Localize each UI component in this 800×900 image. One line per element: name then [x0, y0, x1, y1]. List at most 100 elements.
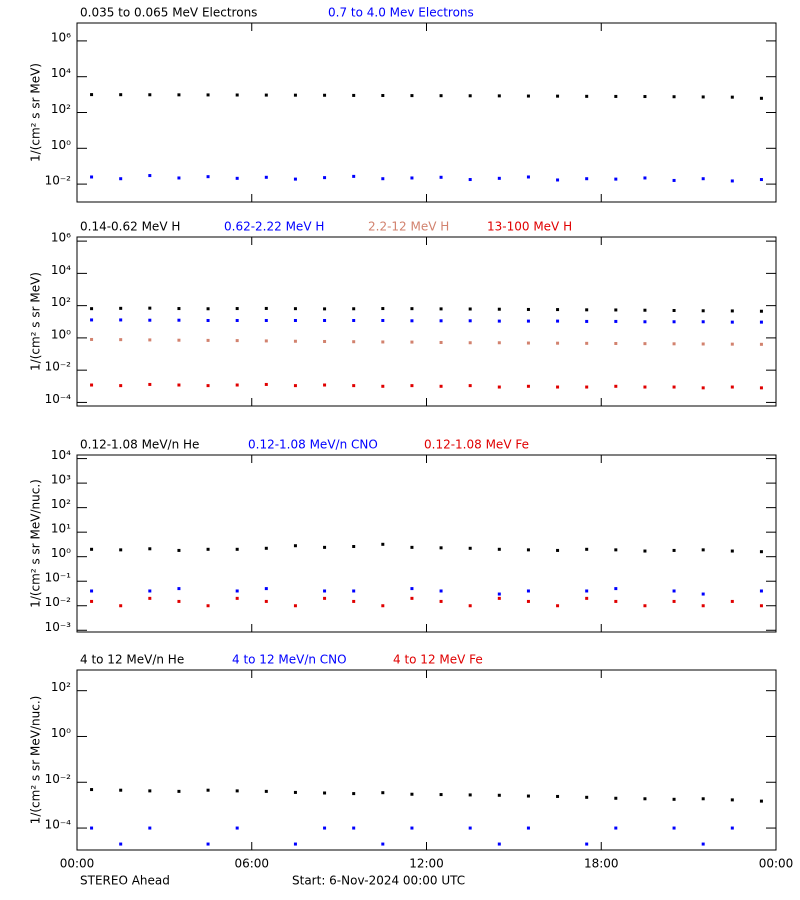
data-point [526, 384, 530, 388]
data-point [497, 793, 501, 797]
data-point [759, 589, 763, 593]
data-point [730, 95, 734, 99]
data-point [701, 309, 705, 313]
legend-label: 0.7 to 4.0 Mev Electrons [328, 6, 474, 20]
data-point [701, 95, 705, 99]
data-point [643, 549, 647, 553]
legend-label: 0.14-0.62 MeV H [80, 220, 180, 234]
data-point [148, 547, 152, 551]
data-point [90, 599, 94, 603]
data-point [701, 177, 705, 181]
data-point [90, 175, 94, 179]
data-point [323, 826, 327, 830]
data-point [352, 318, 356, 322]
data-point [730, 826, 734, 830]
data-point [148, 93, 152, 97]
data-point [556, 308, 560, 312]
data-point [643, 176, 647, 180]
data-point [759, 604, 763, 608]
y-tick-label: 10² [51, 497, 71, 511]
data-point [701, 592, 705, 596]
y-tick-label: 10⁴ [51, 448, 71, 462]
data-point [643, 604, 647, 608]
data-point [730, 385, 734, 389]
data-point [410, 792, 414, 796]
data-point [352, 93, 356, 97]
data-point [148, 382, 152, 386]
data-point [672, 589, 676, 593]
legend-label: 0.12-1.08 MeV/n CNO [248, 438, 378, 452]
data-point [119, 604, 123, 608]
data-point [497, 592, 501, 596]
data-point [352, 599, 356, 603]
data-point [497, 596, 501, 600]
y-tick-label: 10¹ [51, 522, 71, 536]
y-tick-label: 10⁰ [51, 327, 71, 341]
data-point [759, 386, 763, 390]
y-tick-label: 10⁴ [51, 66, 71, 80]
data-point [497, 341, 501, 345]
data-point [293, 544, 297, 548]
data-point [206, 318, 210, 322]
x-tick-label: 18:00 [584, 857, 619, 871]
data-point [323, 93, 327, 97]
data-point [759, 342, 763, 346]
data-point [235, 547, 239, 551]
data-point [701, 342, 705, 346]
data-point [556, 794, 560, 798]
data-point [293, 339, 297, 343]
data-point [264, 382, 268, 386]
data-point [323, 596, 327, 600]
data-point [439, 546, 443, 550]
data-point [614, 341, 618, 345]
data-point [730, 179, 734, 183]
data-point [177, 338, 181, 342]
data-point [614, 587, 618, 591]
data-point [119, 788, 123, 792]
data-point [410, 307, 414, 311]
data-point [614, 548, 618, 552]
data-point [526, 307, 530, 311]
data-point [381, 842, 385, 846]
data-point [381, 791, 385, 795]
data-point [323, 383, 327, 387]
legend-label: 4 to 12 MeV/n CNO [232, 653, 347, 667]
legend-label: 0.62-2.22 MeV H [224, 220, 324, 234]
y-tick-label: 10⁻² [45, 772, 72, 786]
data-point [381, 340, 385, 344]
data-point [352, 384, 356, 388]
data-point [206, 547, 210, 551]
data-point [264, 175, 268, 179]
data-point [323, 318, 327, 322]
data-point [497, 307, 501, 311]
data-point [352, 826, 356, 830]
data-point [439, 307, 443, 311]
plot-frame [76, 669, 777, 851]
footer-center: Start: 6-Nov-2024 00:00 UTC [292, 874, 465, 888]
data-point [410, 176, 414, 180]
x-tick-label: 06:00 [234, 857, 269, 871]
data-point [556, 604, 560, 608]
data-point [730, 599, 734, 603]
data-point [90, 337, 94, 341]
data-point [264, 599, 268, 603]
data-point [119, 177, 123, 181]
data-point [556, 548, 560, 552]
data-point [410, 340, 414, 344]
y-tick-label: 10² [51, 102, 71, 116]
data-point [468, 319, 472, 323]
data-point [439, 384, 443, 388]
data-point [556, 385, 560, 389]
data-point [177, 176, 181, 180]
y-tick-label: 10⁶ [51, 30, 71, 44]
data-point [759, 309, 763, 313]
data-point [90, 589, 94, 593]
data-point [381, 307, 385, 311]
data-point [468, 826, 472, 830]
data-point [759, 320, 763, 324]
plot-frame [76, 22, 777, 203]
y-tick-label: 10⁻² [45, 595, 72, 609]
data-point [293, 307, 297, 311]
data-point [177, 93, 181, 97]
data-point [672, 178, 676, 182]
